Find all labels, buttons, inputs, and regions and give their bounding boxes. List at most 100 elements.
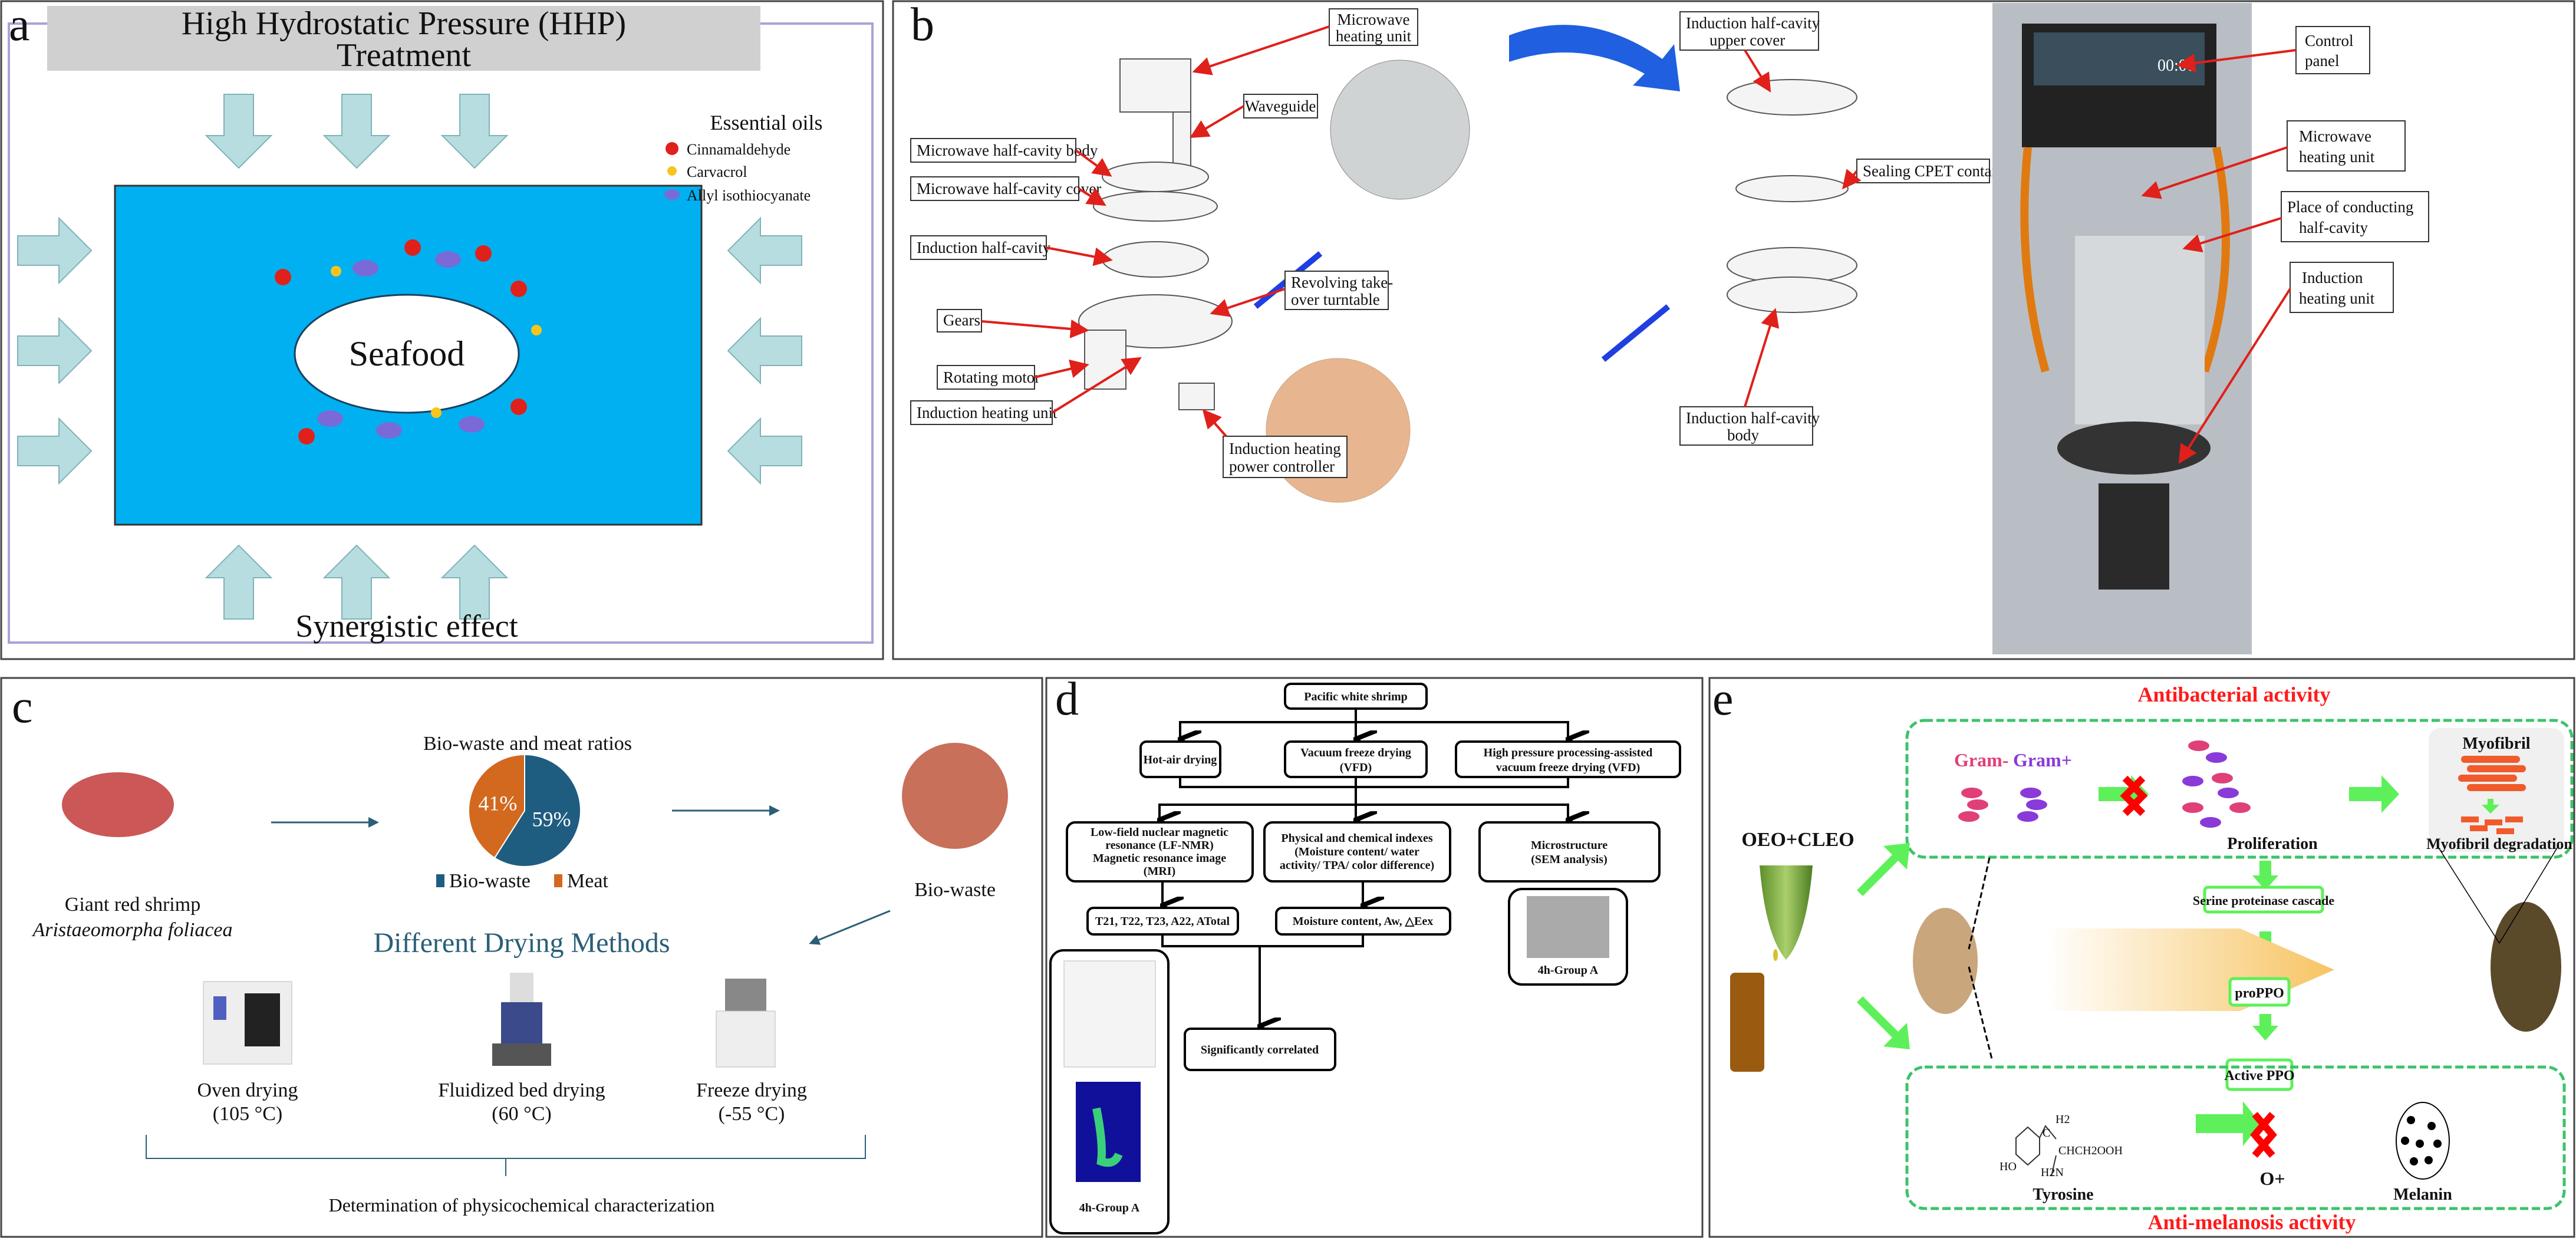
myofibril-degradation-label: Myofibril degradation (2426, 835, 2572, 852)
group-label-right: 4h-Group A (1538, 964, 1599, 977)
svg-text:Physical and chemical indexes: Physical and chemical indexes (1281, 832, 1432, 845)
svg-text:Moisture content, Aw, △Eex: Moisture content, Aw, △Eex (1293, 915, 1434, 928)
shrimp-bowl-photo (1266, 358, 1411, 503)
leaf-image (1760, 865, 1813, 960)
svg-text:Induction half-cavity: Induction half-cavity (1686, 14, 1820, 32)
svg-text:Low-field nuclear magnetic: Low-field nuclear magnetic (1091, 826, 1228, 839)
panel-label-c: c (12, 681, 33, 733)
antibacterial-title: Antibacterial activity (2138, 683, 2331, 706)
svg-text:Induction half-cavity: Induction half-cavity (917, 239, 1051, 256)
svg-text:Vacuum freeze drying: Vacuum freeze drying (1300, 746, 1411, 759)
svg-text:(Moisture content/ water: (Moisture content/ water (1294, 845, 1419, 858)
freeze-dryer-image (716, 979, 776, 1068)
myofibril-label: Myofibril (2462, 735, 2530, 753)
nmr-spectrum-image (1063, 960, 1156, 1068)
svg-text:Serine proteinase cascade: Serine proteinase cascade (2193, 893, 2335, 908)
sem-image (1527, 896, 1609, 958)
oven-image (203, 981, 292, 1065)
svg-text:Gears: Gears (943, 311, 980, 329)
method-fluidized-temp: (60 °C) (492, 1103, 551, 1125)
pie-slice-meat (468, 753, 525, 859)
tyrosine-structure (2015, 1125, 2057, 1177)
synergistic-label: Synergistic effect (295, 608, 518, 644)
legend-title: Essential oils (710, 111, 823, 134)
oil-particles (275, 239, 542, 445)
melanin-label: Melanin (2393, 1186, 2452, 1204)
source-name: Giant red shrimp (65, 894, 200, 916)
svg-text:H2N: H2N (2041, 1166, 2064, 1179)
mri-image (1076, 1082, 1141, 1182)
panel-label-a: a (9, 0, 30, 51)
svg-text:High pressure processing-assis: High pressure processing-assisted (1484, 746, 1653, 759)
callout-leaders (981, 25, 1862, 437)
svg-text:Induction heating: Induction heating (1229, 440, 1341, 457)
svg-text:Microwave half-cavity cover: Microwave half-cavity cover (917, 180, 1101, 197)
svg-text:power controller: power controller (1229, 457, 1335, 475)
svg-text:Waveguide: Waveguide (1245, 97, 1316, 115)
gram-pos-label: Gram+ (2013, 749, 2072, 771)
svg-text:half-cavity: half-cavity (2299, 219, 2368, 236)
svg-text:C: C (2043, 1127, 2050, 1140)
panel-a: a High Hydrostatic Pressure (HHP) Treatm… (0, 0, 884, 660)
allyl-icon (664, 189, 680, 200)
pie-data-label: 59% (532, 807, 571, 831)
legend-label: Meat (567, 870, 608, 892)
svg-text:Significantly correlated: Significantly correlated (1201, 1043, 1319, 1056)
rotate-arrow-icon (1509, 25, 1680, 92)
inhibit-x-icon-1 (2120, 775, 2148, 816)
root-node (1284, 683, 1428, 710)
svg-text:activity/ TPA/ color differenc: activity/ TPA/ color difference) (1280, 859, 1434, 872)
bacteria-icons (1958, 740, 2251, 828)
legend-label: Bio-waste (449, 870, 531, 892)
svg-text:resonance (LF-NMR): resonance (LF-NMR) (1105, 839, 1213, 852)
svg-text:over turntable: over turntable (1291, 291, 1380, 308)
svg-text:(VFD): (VFD) (1340, 761, 1372, 774)
legend-carvacrol: Carvacrol (687, 163, 747, 180)
svg-text:HO: HO (1999, 1160, 2017, 1173)
svg-text:(SEM analysis): (SEM analysis) (1531, 853, 1607, 866)
inhibit-x-icon-2 (2250, 1112, 2277, 1158)
svg-text:Active PPO: Active PPO (2224, 1068, 2294, 1084)
hhp-title-2: Treatment (337, 37, 472, 74)
method-freeze-temp: (-55 °C) (719, 1103, 785, 1125)
pie-title: Bio-waste and meat ratios (423, 733, 632, 755)
pie-data-label: 41% (478, 792, 517, 815)
root-node-text: Pacific white shrimp (1304, 690, 1408, 703)
node-nmr-result (1086, 907, 1239, 936)
anti-melanosis-title: Anti-melanosis activity (2148, 1210, 2356, 1234)
control-panel-time: 00:00 (2157, 57, 2195, 75)
panel-label-d: d (1055, 673, 1079, 725)
svg-text:vacuum freeze drying (VFD): vacuum freeze drying (VFD) (1496, 761, 1641, 774)
svg-text:heating unit: heating unit (2299, 148, 2375, 166)
svg-text:proPPO: proPPO (2235, 986, 2284, 1001)
panel-d: d Pacific white shrimp Hot-air drying Va… (1045, 673, 1704, 1238)
node-correlated (1184, 1028, 1336, 1071)
legend-allyl: Allyl isothiocyanate (687, 187, 811, 204)
svg-text:panel: panel (2305, 52, 2339, 70)
legend-cinnamaldehyde: Cinnamaldehyde (687, 141, 790, 158)
cinnamaldehyde-icon (666, 142, 678, 155)
antibacterial-box (1905, 719, 2574, 859)
melanosis-shrimp-photo (2491, 902, 2561, 1032)
biowaste-photo (902, 743, 1008, 849)
node-phys-result (1275, 907, 1451, 936)
fluidized-bed-image (492, 973, 551, 1066)
svg-text:H2: H2 (2055, 1113, 2070, 1126)
svg-text:upper cover: upper cover (1709, 31, 1785, 49)
footer-c: Determination of physicochemical charact… (329, 1194, 715, 1216)
drying-methods: Oven drying (105 °C) Fluidized bed dryin… (197, 1079, 807, 1125)
method-fluidized: Fluidized bed drying (438, 1079, 605, 1101)
svg-text:Microwave half-cavity body: Microwave half-cavity body (917, 141, 1098, 159)
panel-e: e Antibacterial activity OEO+CLEO Gram- … (1708, 673, 2575, 1238)
svg-text:Microstructure: Microstructure (1531, 839, 1607, 852)
pie-slice-bio-waste (493, 753, 581, 867)
svg-text:(MRI): (MRI) (1144, 865, 1175, 878)
serine-cascade-box (2203, 885, 2324, 914)
panel-label-e: e (1712, 673, 1734, 725)
svg-text:T21, T22, T23, A22, ATotal: T21, T22, T23, A22, ATotal (1095, 915, 1230, 928)
source-species: Aristaeomorpha foliacea (31, 919, 232, 941)
container-photo (1330, 60, 1470, 200)
